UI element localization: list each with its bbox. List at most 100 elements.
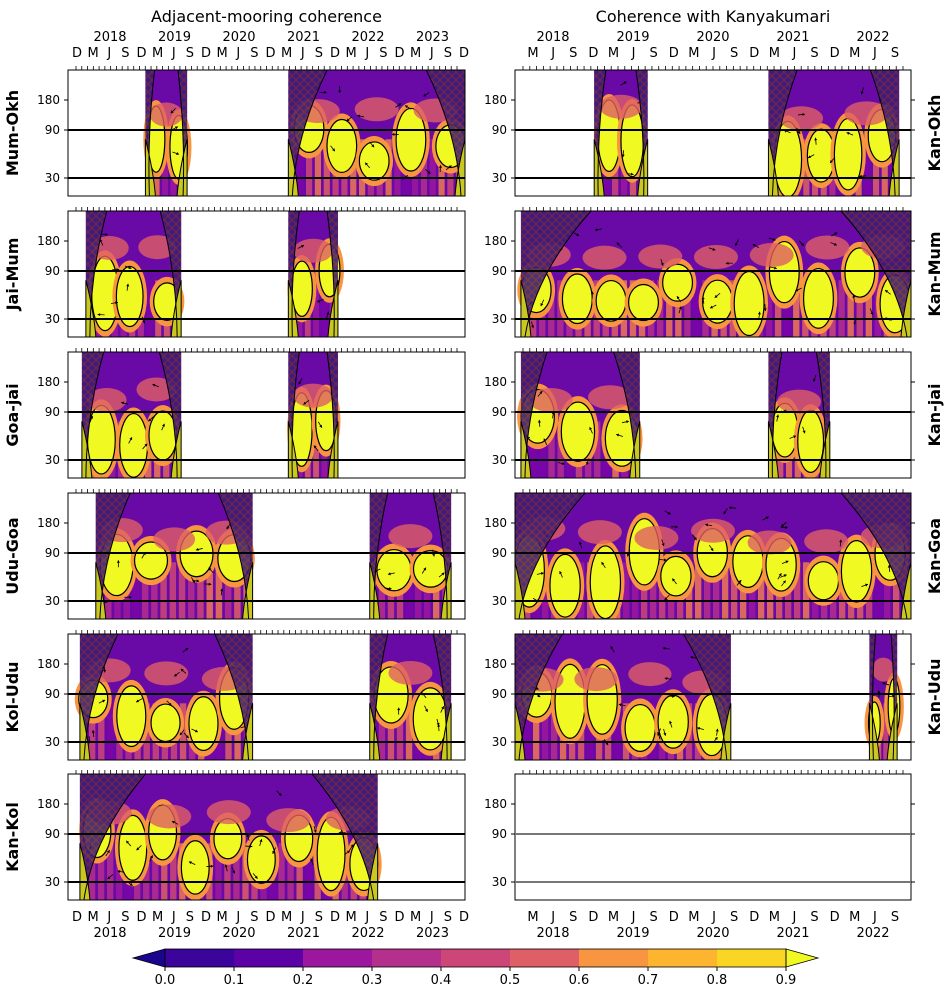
month-label: M (410, 46, 421, 61)
month-label: S (444, 46, 452, 61)
month-label: J (171, 46, 176, 61)
row-label: Kan-Okh (925, 95, 944, 172)
coherence-patch (355, 97, 399, 121)
month-label: S (569, 46, 577, 61)
coherence-segment (517, 211, 914, 342)
significance-contour (808, 562, 838, 600)
colorbar-tick-label: 0.7 (638, 973, 659, 988)
month-label: J (235, 910, 240, 925)
significance-contour (550, 554, 580, 617)
row-label: Kan-jai (925, 384, 944, 447)
month-label: M (281, 910, 292, 925)
month-label: J (106, 910, 111, 925)
year-label: 2018 (93, 30, 126, 45)
y-tick-label: 90 (492, 123, 507, 137)
coherence-segment (768, 70, 899, 203)
coherence-patch (293, 239, 333, 263)
month-label: S (379, 910, 387, 925)
month-label: S (810, 910, 818, 925)
month-label: J (711, 910, 716, 925)
y-tick-label: 180 (37, 657, 60, 671)
month-label: M (346, 46, 357, 61)
significance-contour (181, 841, 209, 894)
year-label: 2020 (222, 30, 255, 45)
month-label: M (217, 46, 228, 61)
month-label: S (569, 910, 577, 925)
colorbar-segment (510, 949, 580, 967)
significance-contour (214, 819, 242, 859)
y-tick-label: 180 (37, 797, 60, 811)
significance-contour (561, 402, 594, 461)
significance-contour (413, 551, 447, 588)
y-tick-label: 30 (492, 735, 507, 749)
year-label: 2018 (93, 926, 126, 941)
colorbar-segment (372, 949, 442, 967)
y-tick-label: 90 (492, 264, 507, 278)
month-label: D (749, 46, 759, 61)
month-label: M (346, 910, 357, 925)
year-label: 2020 (222, 926, 255, 941)
colorbar-segment (648, 949, 718, 967)
colorbar-segment (234, 949, 304, 967)
month-label: J (106, 46, 111, 61)
colorbar-tick-label: 0.0 (155, 973, 176, 988)
row-label: Goa-jai (3, 383, 22, 446)
month-label: M (769, 46, 780, 61)
y-tick-label: 180 (484, 375, 507, 389)
month-label: J (171, 910, 176, 925)
month-label: S (730, 46, 738, 61)
colorbar-segment (717, 949, 787, 967)
coherence-patch (293, 384, 333, 408)
month-label: S (121, 910, 129, 925)
month-label: D (330, 910, 340, 925)
y-tick-label: 30 (45, 312, 60, 326)
y-tick-label: 90 (45, 687, 60, 701)
month-label: M (281, 46, 292, 61)
month-label: S (891, 910, 899, 925)
coherence-patch (805, 236, 849, 260)
significance-contour (247, 836, 275, 883)
month-label: D (669, 910, 679, 925)
y-tick-label: 180 (37, 93, 60, 107)
y-tick-label: 90 (492, 546, 507, 560)
significance-contour (377, 550, 411, 591)
y-tick-label: 90 (492, 827, 507, 841)
y-tick-label: 90 (492, 687, 507, 701)
month-label: D (394, 910, 404, 925)
coherence-patch (153, 527, 195, 551)
year-label: 2018 (536, 926, 569, 941)
y-tick-label: 30 (45, 453, 60, 467)
y-tick-label: 30 (492, 875, 507, 889)
month-label: D (201, 46, 211, 61)
month-label: D (394, 46, 404, 61)
y-tick-label: 30 (45, 875, 60, 889)
coherence-patch (779, 106, 823, 130)
month-label: J (300, 46, 305, 61)
month-label: J (364, 910, 369, 925)
coherence-patch (388, 524, 432, 548)
month-label: S (650, 46, 658, 61)
month-label: S (250, 46, 258, 61)
row-label: Kan-Mum (925, 231, 944, 316)
coherence-patch (388, 661, 432, 685)
month-label: J (235, 46, 240, 61)
month-label: S (186, 910, 194, 925)
colorbar-tick-label: 0.2 (293, 973, 314, 988)
colorbar-segment (441, 949, 511, 967)
coherence-patch (748, 531, 792, 555)
colorbar-tick-label: 0.4 (431, 973, 452, 988)
month-label: J (429, 910, 434, 925)
coherence-patch (638, 245, 682, 269)
y-tick-label: 180 (484, 657, 507, 671)
coherence-patch (574, 667, 617, 691)
month-label: J (872, 46, 877, 61)
